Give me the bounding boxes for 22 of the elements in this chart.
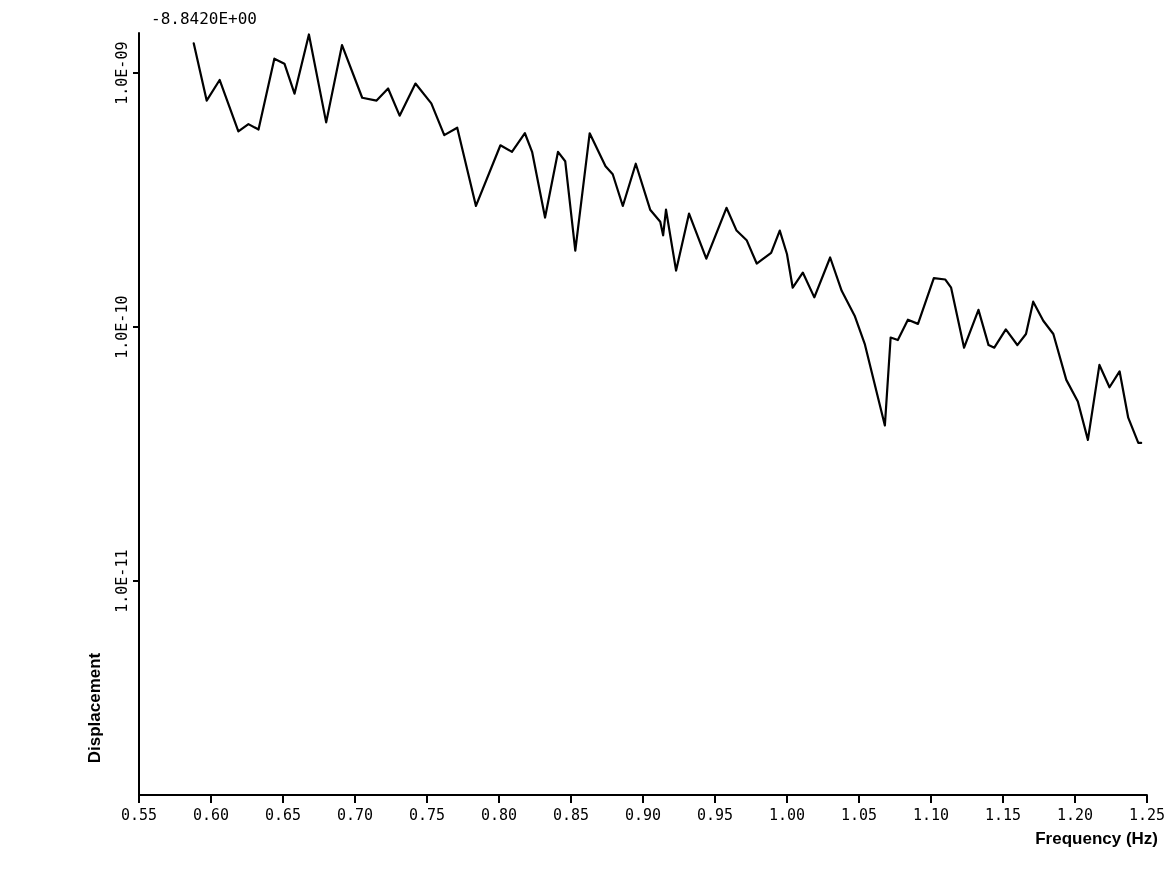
x-tick-label: 0.55 <box>120 805 158 824</box>
x-tick-label: 1.25 <box>1128 805 1165 824</box>
y-axis-title: Displacement <box>85 652 104 764</box>
y-tick-label: 1.0E-11 <box>112 549 131 613</box>
x-tick-label: 1.05 <box>840 805 878 824</box>
y-tick-label: 1.0E-09 <box>112 41 131 105</box>
y-tick-label: 1.0E-10 <box>112 295 131 359</box>
x-tick-label: 0.75 <box>408 805 446 824</box>
x-tick-label: 1.10 <box>912 805 950 824</box>
x-tick-label: 1.15 <box>984 805 1022 824</box>
x-tick-label: 1.20 <box>1056 805 1094 824</box>
text: -8.8420E+00 <box>151 8 257 28</box>
x-tick-label: 1.00 <box>768 805 806 824</box>
x-tick-label: 0.60 <box>192 805 230 824</box>
x-tick-label: 0.95 <box>696 805 734 824</box>
x-tick-label: 0.65 <box>264 805 302 824</box>
x-axis-title: Frequency (Hz) <box>1035 829 1158 848</box>
x-tick-label: 0.85 <box>552 805 590 824</box>
line-series <box>192 33 1143 445</box>
x-tick-label: 0.90 <box>624 805 662 824</box>
x-tick-label: 0.80 <box>480 805 518 824</box>
x-tick-label: 0.70 <box>336 805 374 824</box>
